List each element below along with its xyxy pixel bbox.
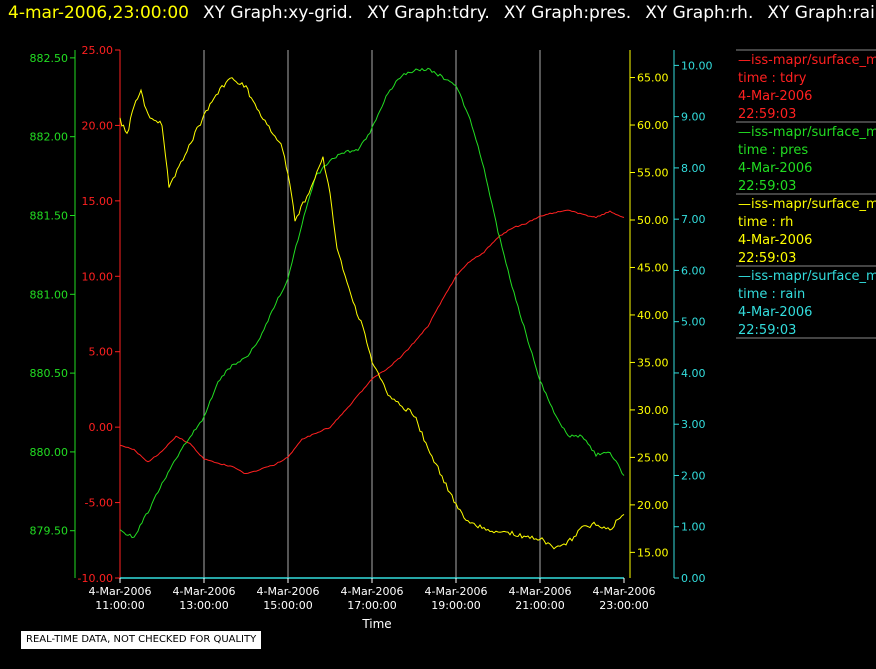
header-timestamp: 4-mar-2006,23:00:00 bbox=[8, 3, 189, 23]
legend-field-0: time : tdry bbox=[738, 71, 807, 86]
x-tick-date-0: 4-Mar-2006 bbox=[89, 585, 152, 598]
rain-tick-label-3: 7.00 bbox=[681, 213, 706, 226]
legend-source-1: —iss-mapr/surface_m bbox=[738, 125, 876, 140]
x-tick-date-4: 4-Mar-2006 bbox=[425, 585, 488, 598]
grid-lines bbox=[203, 50, 541, 578]
rh-tick-label-8: 25.00 bbox=[637, 451, 669, 464]
rh-tick-label-4: 45.00 bbox=[637, 261, 669, 274]
rh-tick-label-0: 65.00 bbox=[637, 72, 669, 85]
x-tick-date-6: 4-Mar-2006 bbox=[593, 585, 656, 598]
series-line-tdry bbox=[119, 209, 625, 475]
pres-tick-label-0: 882.50 bbox=[30, 52, 69, 65]
legend-time-1: 22:59:03 bbox=[738, 179, 796, 194]
x-tick-date-5: 4-Mar-2006 bbox=[509, 585, 572, 598]
rain-tick-label-6: 4.00 bbox=[681, 367, 706, 380]
legend-field-2: time : rh bbox=[738, 215, 793, 230]
graph-header: 4-mar-2006,23:00:00 XY Graph:xy-grid. XY G… bbox=[0, 0, 876, 26]
header-title-tdry: XY Graph:tdry. bbox=[366, 3, 490, 23]
tdry-tick-label-0: 25.00 bbox=[82, 44, 114, 57]
rain-tick-label-1: 9.00 bbox=[681, 111, 706, 124]
rh-tick-label-6: 35.00 bbox=[637, 356, 669, 369]
x-axis-label: Time bbox=[362, 617, 392, 631]
pres-tick-label-5: 880.00 bbox=[30, 446, 69, 459]
legend-time-2: 22:59:03 bbox=[738, 251, 796, 266]
legend-date-3: 4-Mar-2006 bbox=[738, 305, 812, 320]
rain-tick-label-0: 10.00 bbox=[681, 59, 713, 72]
x-tick-date-1: 4-Mar-2006 bbox=[173, 585, 236, 598]
pres-tick-label-3: 881.00 bbox=[30, 288, 69, 301]
legend-field-1: time : pres bbox=[738, 143, 808, 158]
legend-date-1: 4-Mar-2006 bbox=[738, 161, 812, 176]
rain-tick-label-5: 5.00 bbox=[681, 316, 706, 329]
header-title-pres: XY Graph:pres. bbox=[503, 3, 632, 23]
rh-tick-label-9: 20.00 bbox=[637, 499, 669, 512]
tdry-tick-label-7: -10.00 bbox=[78, 572, 113, 585]
rh-tick-label-5: 40.00 bbox=[637, 309, 669, 322]
legend-date-2: 4-Mar-2006 bbox=[738, 233, 812, 248]
x-tick-time-0: 11:00:00 bbox=[95, 599, 144, 612]
tdry-tick-label-4: 5.00 bbox=[89, 346, 114, 359]
legend-source-0: —iss-mapr/surface_m bbox=[738, 53, 876, 68]
legend-time-0: 22:59:03 bbox=[738, 107, 796, 122]
x-axis-ticks: 4-Mar-200611:00:004-Mar-200613:00:004-Ma… bbox=[89, 578, 656, 612]
rh-tick-label-1: 60.00 bbox=[637, 119, 669, 132]
legend-source-2: —iss-mapr/surface_m bbox=[738, 197, 876, 212]
x-tick-date-3: 4-Mar-2006 bbox=[341, 585, 404, 598]
rain-tick-label-4: 6.00 bbox=[681, 264, 706, 277]
rain-tick-label-9: 1.00 bbox=[681, 521, 706, 534]
x-tick-time-6: 23:00:00 bbox=[599, 599, 648, 612]
rain-tick-label-8: 2.00 bbox=[681, 469, 706, 482]
pres-tick-label-4: 880.50 bbox=[30, 367, 69, 380]
tdry-tick-label-5: 0.00 bbox=[89, 421, 114, 434]
x-tick-time-1: 13:00:00 bbox=[179, 599, 228, 612]
rh-tick-label-10: 15.00 bbox=[637, 546, 669, 559]
rh-tick-label-2: 55.00 bbox=[637, 167, 669, 180]
x-tick-time-5: 21:00:00 bbox=[515, 599, 564, 612]
rain-tick-label-2: 8.00 bbox=[681, 162, 706, 175]
x-tick-time-3: 17:00:00 bbox=[347, 599, 396, 612]
header-title-xy-grid: XY Graph:xy-grid. bbox=[202, 3, 353, 23]
pres-tick-label-2: 881.50 bbox=[30, 209, 69, 222]
x-tick-date-2: 4-Mar-2006 bbox=[257, 585, 320, 598]
series-line-pres bbox=[119, 67, 625, 539]
tdry-tick-label-3: 10.00 bbox=[82, 270, 114, 283]
rain-tick-label-10: 0.00 bbox=[681, 572, 706, 585]
axes: 882.50 882.00 881.50 881.00 880.50 880.00 879.… bbox=[30, 44, 713, 585]
tdry-tick-label-6: -5.00 bbox=[85, 497, 113, 510]
series-line-rh bbox=[119, 77, 625, 550]
tdry-tick-label-2: 15.00 bbox=[82, 195, 114, 208]
tdry-tick-label-1: 20.00 bbox=[82, 119, 114, 132]
legend-source-3: —iss-mapr/surface_m bbox=[738, 269, 876, 284]
x-tick-time-4: 19:00:00 bbox=[431, 599, 480, 612]
quality-disclaimer: REAL-TIME DATA, NOT CHECKED FOR QUALITY bbox=[21, 631, 262, 649]
legend-time-3: 22:59:03 bbox=[738, 323, 796, 338]
rh-tick-label-7: 30.00 bbox=[637, 404, 669, 417]
rh-tick-label-3: 50.00 bbox=[637, 214, 669, 227]
header-title-rain: XY Graph:rain. bbox=[767, 3, 876, 23]
pres-tick-label-6: 879.50 bbox=[30, 525, 69, 538]
legend-field-3: time : rain bbox=[738, 287, 805, 302]
header-title-rh: XY Graph:rh. bbox=[645, 3, 754, 23]
pres-tick-label-1: 882.00 bbox=[30, 131, 69, 144]
rain-tick-label-7: 3.00 bbox=[681, 418, 706, 431]
x-tick-time-2: 15:00:00 bbox=[263, 599, 312, 612]
legend-date-0: 4-Mar-2006 bbox=[738, 89, 812, 104]
